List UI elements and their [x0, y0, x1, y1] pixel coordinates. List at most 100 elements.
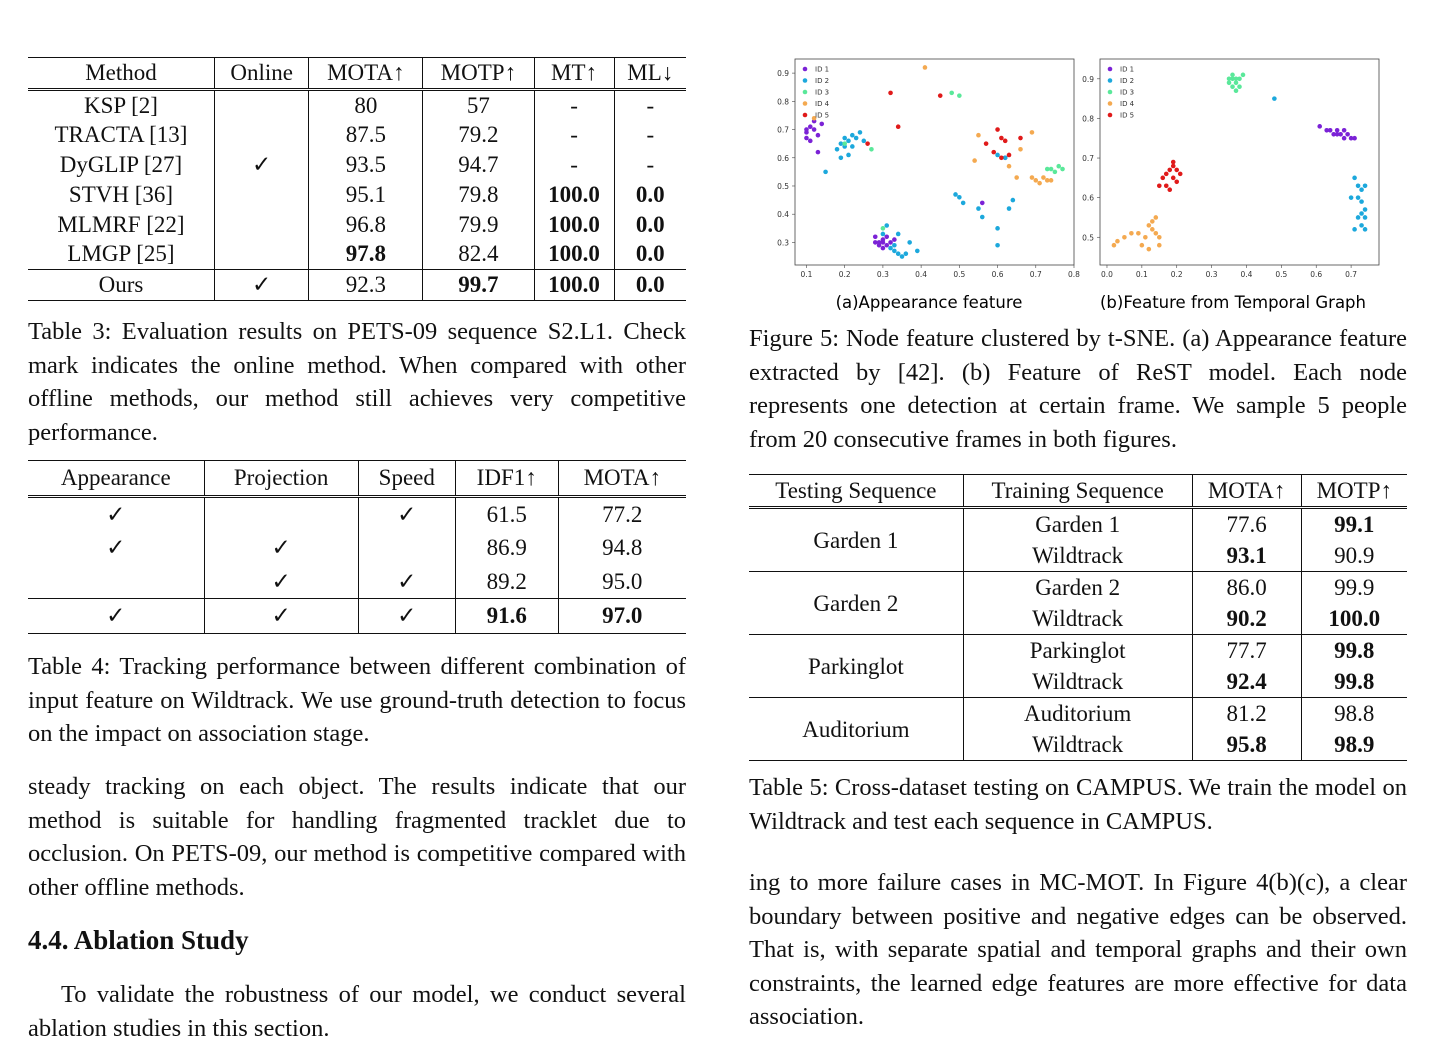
cell-training: Wildtrack [963, 729, 1193, 761]
cell-online [214, 239, 310, 270]
scatter-point [1006, 163, 1012, 169]
table-row: MLMRF [22] 96.8 79.9 100.0 0.0 [28, 209, 686, 240]
cell-mota: 80 [308, 89, 424, 121]
scatter-point [815, 132, 821, 138]
scatter-point [846, 138, 851, 144]
scatter-point [834, 147, 840, 152]
scatter-point [892, 242, 897, 248]
cell-appearance: ✓ [28, 531, 205, 565]
scatter-point [1272, 96, 1277, 101]
table-row: ✓ ✓ 61.5 77.2 [28, 496, 686, 531]
section-heading: 4.4. Ablation Study [28, 925, 249, 955]
scatter-point [907, 240, 912, 245]
cell-mota: 87.5 [308, 120, 424, 151]
scatter-point [1037, 180, 1042, 186]
scatter-point [819, 121, 825, 127]
scatter-point [1331, 131, 1336, 137]
scatter-point [1029, 130, 1035, 135]
scatter-point [1115, 238, 1120, 244]
scatter-point [853, 135, 859, 141]
scatter-point [922, 65, 928, 70]
scatter-point [842, 141, 847, 146]
cell-online [214, 209, 310, 240]
scatter-point [1052, 169, 1058, 175]
scatter-plot-a: 0.1 0.2 0.3 0.4 0.5 0.6 0.7 0.8 0.3 0.4 0.5 0.6 0.7 0… [777, 58, 1080, 279]
table-row: TRACTA [13] 87.5 79.2 - - [28, 120, 686, 151]
scatter-point [1167, 187, 1173, 193]
scatter-point [1352, 227, 1357, 232]
scatter-point [1167, 167, 1173, 173]
scatter-point [1170, 159, 1176, 165]
table-row-ours: Ours ✓ 92.3 99.7 100.0 0.0 [28, 269, 686, 301]
scatter-point [1233, 80, 1239, 86]
header-testing: Testing Sequence [749, 474, 964, 508]
scatter-point [1150, 219, 1155, 224]
scatter-point [1006, 206, 1012, 211]
table-3-caption: Table 3: Evaluation results on PETS-09 s… [28, 318, 686, 446]
header-motp: MOTP↑ [422, 57, 535, 90]
table-row: Auditorium Auditorium 81.2 98.8 [749, 697, 1407, 761]
cell-online: ✓ [214, 150, 310, 180]
cell-testing: Garden 1 [749, 507, 964, 572]
cell-method: Ours [28, 269, 215, 301]
cell-ml: 0.0 [635, 241, 665, 267]
scatter-point [1230, 76, 1235, 82]
scatter-point [1170, 163, 1176, 169]
table-row: Garden 2 Garden 2 86.0 99.9 [749, 571, 1407, 635]
table-row: Wildtrack 92.4 99.8 [749, 666, 1407, 698]
cell-projection: ✓ [204, 564, 359, 599]
scatter-point [1341, 128, 1347, 133]
scatter-point [1153, 231, 1159, 236]
scatter-point [995, 127, 1000, 132]
scatter-point [872, 234, 878, 240]
scatter-point [1362, 227, 1368, 232]
scatter-point [1122, 234, 1127, 240]
scatter-point [850, 132, 855, 138]
cell-mota: 93.5 [308, 150, 424, 180]
y-tick-label: 0.4 [777, 210, 789, 219]
cell-method: LMGP [25] [28, 239, 215, 270]
scatter-point [976, 206, 981, 211]
scatter-point [1362, 215, 1368, 220]
scatter-point [953, 192, 958, 197]
scatter-point [1226, 80, 1232, 86]
scatter-point [1048, 166, 1054, 172]
cell-ml: 0.0 [635, 181, 665, 207]
scatter-point [1352, 135, 1357, 141]
cell-training: Wildtrack [963, 603, 1193, 635]
cell-mt: 100.0 [534, 239, 615, 270]
cell-motp: 79.9 [422, 209, 535, 240]
plot-frame [1099, 58, 1380, 266]
scatter-point [1233, 76, 1239, 82]
scatter-point [1170, 175, 1176, 181]
y-tick-label: 0.7 [1082, 154, 1094, 163]
table-row: KSP [2] 80 57 - - [28, 89, 686, 121]
cell-mota: 77.2 [602, 501, 643, 527]
header-projection: Projection [204, 460, 359, 496]
legend-label: ID 2 [815, 77, 829, 85]
scatter-point [1362, 207, 1368, 212]
cell-method: TRACTA [13] [28, 120, 215, 151]
cell-mota: 92.4 [1192, 666, 1302, 698]
scatter-point [1150, 227, 1155, 232]
cell-idf1: 86.9 [455, 531, 559, 565]
scatter-point [1327, 128, 1333, 133]
scatter-point [807, 138, 813, 144]
scatter-point [895, 251, 901, 257]
scatter-point [1163, 183, 1169, 189]
scatter-point [1143, 234, 1148, 240]
scatter-point [1355, 215, 1361, 220]
x-tick-label: 0.2 [839, 270, 851, 279]
scatter-point [995, 226, 1000, 231]
header-ml: ML↓ [627, 60, 674, 85]
scatter-point [1226, 76, 1232, 82]
cell-mt: 100.0 [534, 179, 615, 210]
scatter-point [884, 223, 890, 228]
scatter-point [1355, 195, 1361, 200]
cell-motp: 100.0 [1328, 606, 1381, 631]
scatter-point [1146, 223, 1152, 228]
cell-speed: ✓ [358, 598, 456, 633]
x-tick-label: 0.5 [1275, 270, 1287, 279]
cell-mt: - [534, 89, 615, 121]
cell-appearance: ✓ [28, 598, 205, 633]
